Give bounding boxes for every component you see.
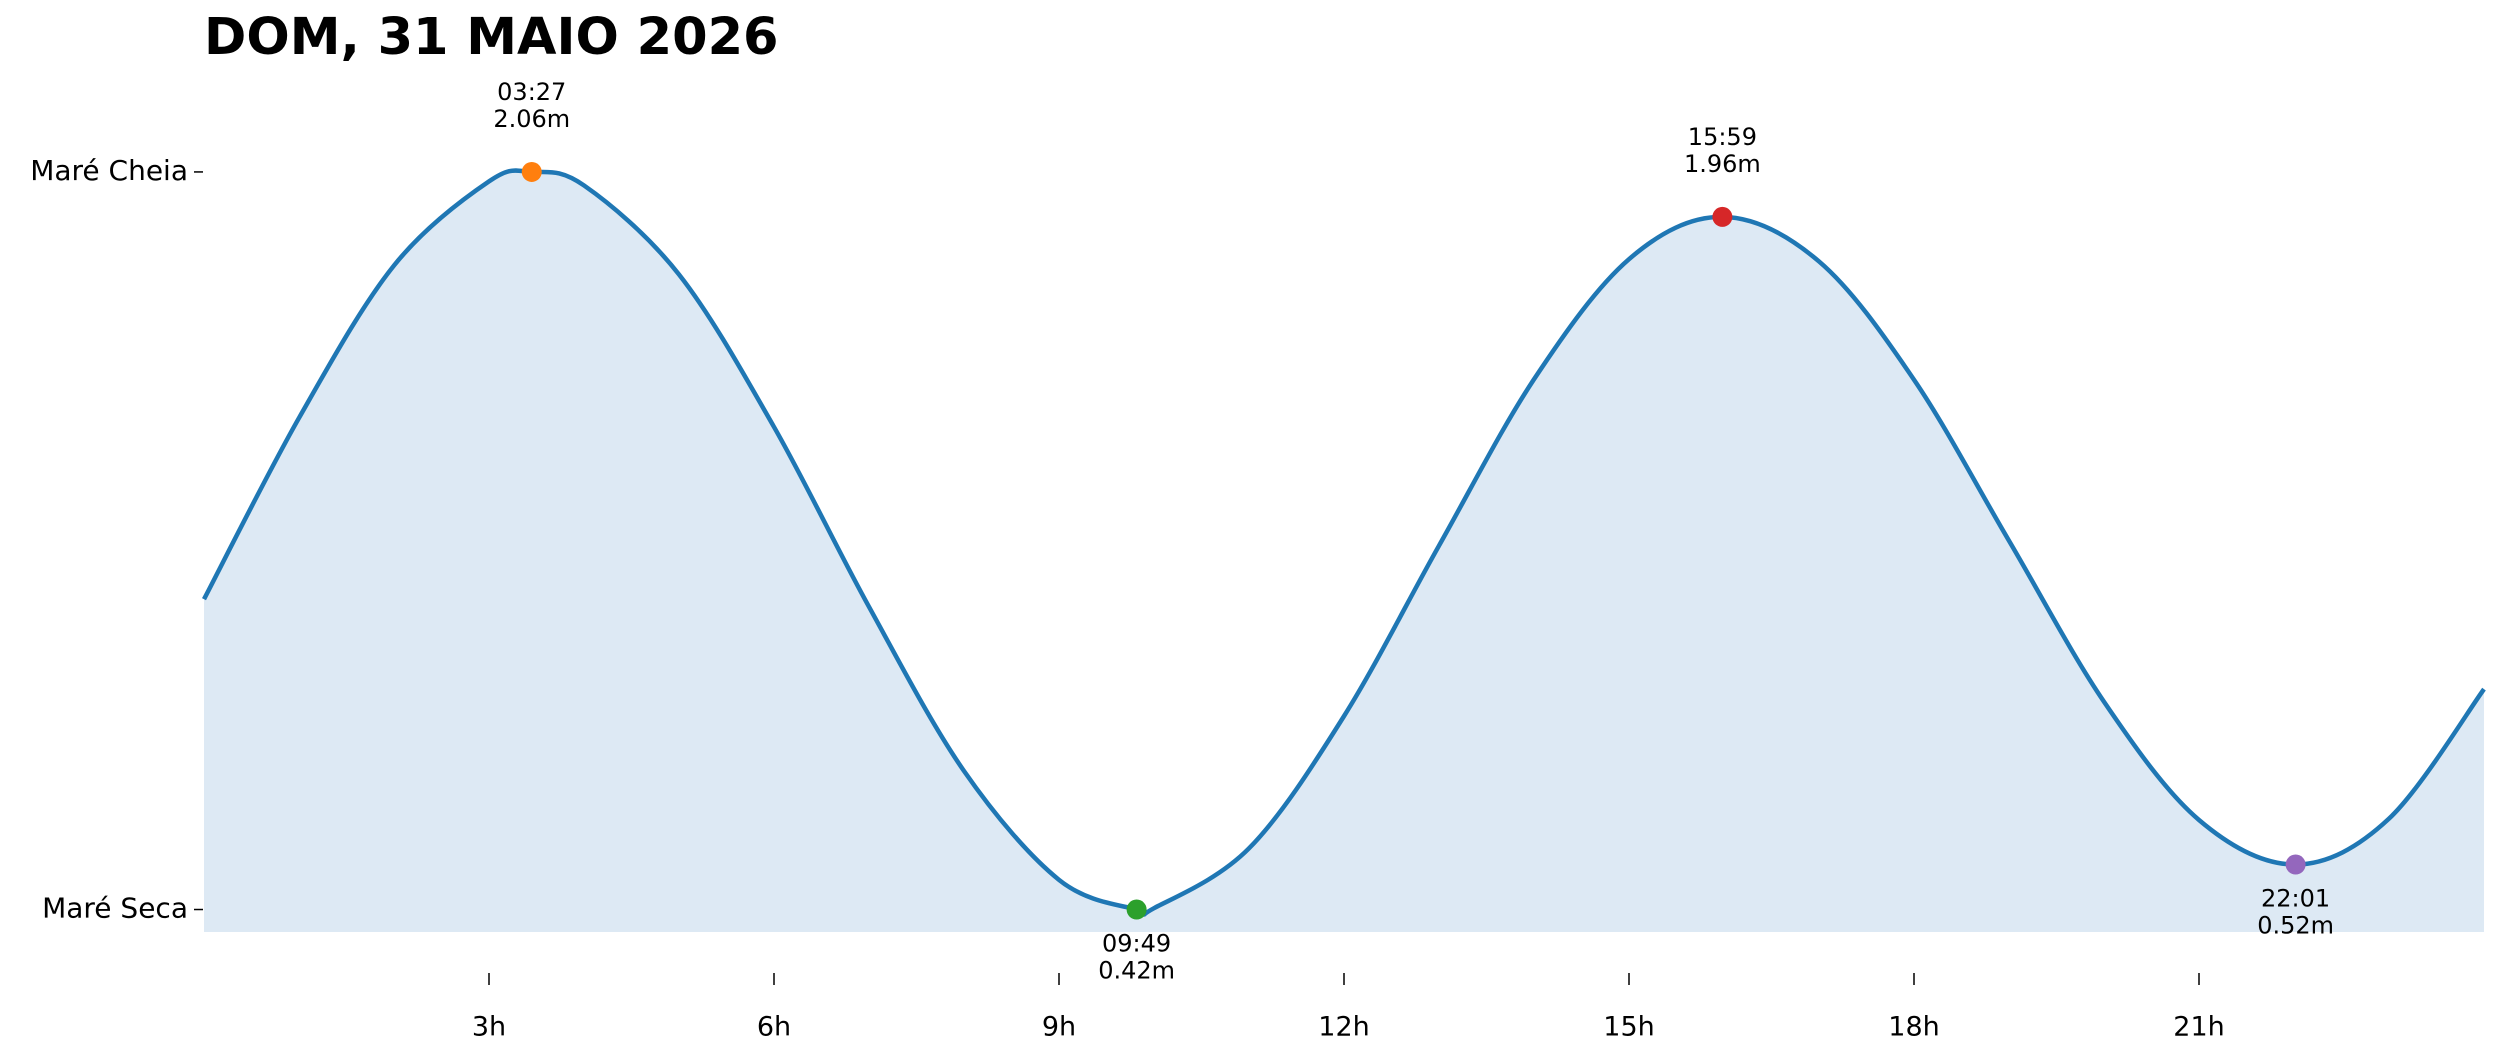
- y-tick-label: Maré Seca: [42, 892, 188, 925]
- x-tick-label: 15h: [1603, 1012, 1654, 1043]
- extreme-point: [521, 161, 542, 182]
- extreme-value: 0.52m: [2257, 912, 2334, 940]
- extreme-value: 0.42m: [1098, 957, 1175, 985]
- extreme-time: 15:59: [1688, 123, 1757, 151]
- x-tick-label: 21h: [2173, 1012, 2224, 1043]
- extreme-point: [1126, 899, 1147, 920]
- chart-title: DOM, 31 MAIO 2026: [204, 8, 779, 67]
- x-tick-label: 6h: [757, 1012, 791, 1043]
- extreme-value: 2.06m: [493, 105, 570, 133]
- extreme-time: 03:27: [497, 78, 566, 106]
- area: [204, 170, 2484, 932]
- x-tick-label: 12h: [1318, 1012, 1369, 1043]
- extreme-time: 09:49: [1102, 930, 1171, 958]
- extreme-point: [2285, 854, 2306, 875]
- extreme-value: 1.96m: [1684, 150, 1761, 178]
- extreme-point: [1712, 206, 1733, 227]
- x-tick-label: 18h: [1888, 1012, 1939, 1043]
- x-tick-label: 9h: [1042, 1012, 1076, 1043]
- y-tick-label: Maré Cheia: [30, 154, 188, 187]
- tide-line: [202, 168, 2486, 917]
- extreme-time: 22:01: [2261, 885, 2330, 913]
- x-tick-label: 3h: [472, 1012, 506, 1043]
